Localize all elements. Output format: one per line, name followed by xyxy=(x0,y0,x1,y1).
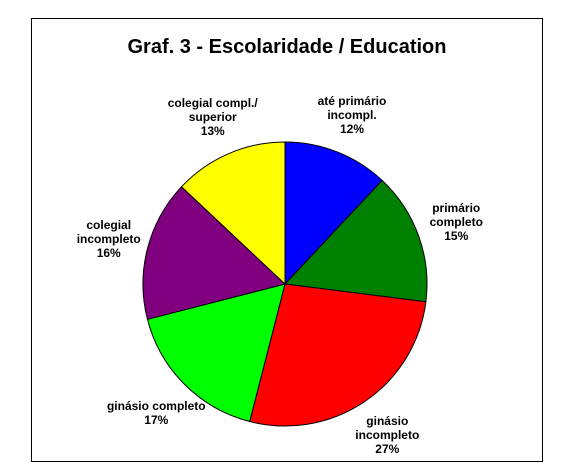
value-label: 12% xyxy=(339,121,364,136)
chart-title: Graf. 3 - Escolaridade / Education xyxy=(127,36,447,58)
pie-slice xyxy=(146,283,286,423)
value-label: 16% xyxy=(96,245,121,260)
slice-label: colegial compl./ superior 13% xyxy=(163,96,263,138)
pie-slice xyxy=(249,283,427,427)
slice-label: ginásio completo 17% xyxy=(106,399,206,427)
pie-slice xyxy=(180,141,286,286)
category-label: até primário incompl. xyxy=(317,93,387,122)
pie-slice xyxy=(283,179,428,303)
slice-label: ginásio incompleto 27% xyxy=(337,414,437,456)
pie-slice xyxy=(142,186,287,320)
value-label: 13% xyxy=(200,123,225,138)
value-label: 15% xyxy=(444,229,469,244)
category-label: ginásio completo xyxy=(106,398,206,413)
slice-label: colegial incompleto 16% xyxy=(59,218,159,260)
value-label: 27% xyxy=(375,441,400,456)
pie-slice xyxy=(284,141,383,286)
slice-label: primário completo 15% xyxy=(406,201,506,243)
category-label: colegial compl./ superior xyxy=(167,95,258,124)
category-label: primário completo xyxy=(429,201,483,230)
slice-label: até primário incompl. 12% xyxy=(302,94,402,136)
category-label: ginásio incompleto xyxy=(355,413,420,442)
value-label: 17% xyxy=(144,412,169,427)
category-label: colegial incompleto xyxy=(76,217,141,246)
